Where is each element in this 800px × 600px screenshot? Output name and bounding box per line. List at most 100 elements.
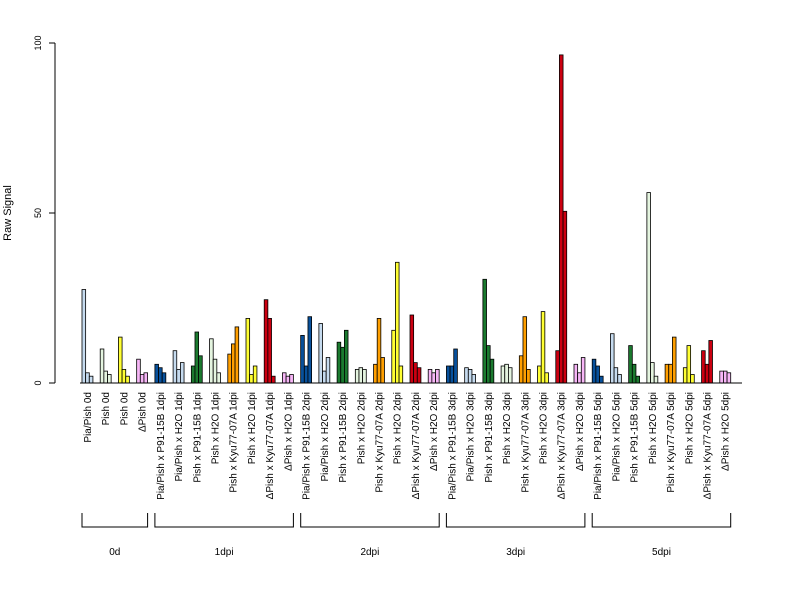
bar	[708, 340, 713, 384]
x-tick-label: Pish x P91-15B 2dpi	[338, 392, 349, 483]
x-tick-label: ΔPish x H2O 3dpi	[575, 392, 586, 471]
bar	[537, 365, 542, 384]
x-tick-label: Pish x H2O 2dpi	[393, 392, 404, 464]
bar	[271, 375, 276, 384]
bar	[507, 367, 513, 384]
x-tick-label: ΔPish x H2O 2dpi	[429, 392, 440, 471]
bar	[595, 365, 600, 384]
x-tick-label: Pish x Kyu77-07A 3dpi	[520, 392, 531, 493]
bar	[267, 317, 272, 384]
x-tick-label: Pish x H2O 3dpi	[539, 392, 550, 464]
bar	[580, 357, 586, 384]
bar	[136, 358, 141, 384]
bar	[653, 375, 659, 384]
bar	[540, 311, 546, 384]
bars	[81, 54, 732, 384]
x-tick-label: Pish x P91-15B 5dpi	[630, 392, 641, 483]
group-bracket	[300, 513, 440, 528]
bar	[118, 336, 123, 384]
bar	[99, 348, 105, 384]
group-label: 1dpi	[215, 547, 234, 558]
bar	[373, 363, 378, 384]
bar	[398, 365, 404, 384]
bar	[263, 299, 269, 384]
bar	[179, 362, 185, 384]
bar	[726, 372, 732, 384]
x-tick-label: ΔPish x Kyu77-07A 1dpi	[265, 392, 276, 499]
bar	[599, 375, 604, 384]
bar	[107, 374, 112, 384]
group-brackets: 0d 1dpi 2dpi 3dpi 5dpi	[81, 513, 732, 558]
x-tick-label: ΔPish 0d	[138, 392, 149, 432]
bar	[555, 350, 560, 384]
bar	[471, 374, 476, 384]
x-tick-label: ΔPish x H2O 1dpi	[283, 392, 294, 471]
bar	[158, 367, 163, 384]
bar	[617, 374, 622, 384]
x-tick-label: Pish x H2O 5dpi	[648, 392, 659, 464]
bar	[249, 374, 254, 384]
bar	[704, 363, 710, 384]
bar	[282, 372, 287, 384]
bar	[194, 331, 200, 384]
bar	[610, 333, 615, 384]
bar	[395, 261, 400, 384]
bar	[682, 367, 688, 384]
bar	[161, 372, 167, 384]
y-axis-label: Raw Signal	[2, 185, 14, 241]
bar	[409, 314, 415, 384]
x-tick-label: Pish x Kyu77-07A 5dpi	[666, 392, 677, 493]
bar	[486, 345, 491, 384]
x-tick-label: ΔPish x H2O 5dpi	[721, 392, 732, 471]
bar	[231, 343, 236, 384]
x-tick-label: Pia/Pish x H2O 1dpi	[174, 392, 185, 482]
bar	[668, 363, 673, 384]
bar	[125, 375, 130, 384]
bar	[198, 355, 203, 384]
bar	[154, 363, 159, 384]
x-tick-labels: Pia/Pish 0d Pish 0d Pish 0d ΔPish 0d Pia/Pis…	[83, 392, 732, 500]
bar	[325, 357, 331, 384]
bar	[176, 368, 181, 384]
bar	[85, 372, 90, 384]
bar	[723, 370, 728, 384]
bar	[209, 338, 214, 384]
bar	[190, 365, 196, 384]
group-bracket	[154, 513, 294, 528]
bar	[376, 317, 382, 384]
x-tick-label: Pia/Pish x H2O 3dpi	[466, 392, 477, 482]
bar	[285, 375, 291, 384]
x-tick-label: ΔPish x Kyu77-07A 2dpi	[411, 392, 422, 499]
bar	[427, 368, 433, 384]
group-label: 0d	[109, 547, 120, 558]
bar	[435, 368, 440, 384]
bar	[686, 345, 692, 384]
x-tick-label: Pia/Pish x H2O 5dpi	[611, 392, 622, 482]
x-tick-label: ΔPish x Kyu77-07A 5dpi	[703, 392, 714, 499]
bar	[380, 357, 385, 384]
bar	[172, 350, 178, 384]
group-label: 3dpi	[506, 547, 525, 558]
bar	[307, 316, 312, 384]
bar	[690, 374, 695, 384]
x-tick-label: Pish x Kyu77-07A 1dpi	[229, 392, 240, 493]
bar	[646, 192, 651, 384]
bar	[354, 368, 360, 384]
x-tick-label: Pia/Pish x P91-15B 1dpi	[156, 392, 167, 500]
bar	[464, 367, 469, 384]
x-tick-label: Pish x H2O 5dpi	[684, 392, 695, 464]
y-axis: 0 50 100	[33, 35, 56, 386]
bar	[664, 363, 670, 384]
bar	[103, 370, 108, 384]
x-tick-label: Pish x H2O 1dpi	[247, 392, 258, 464]
bar	[212, 358, 218, 384]
bar	[559, 54, 564, 384]
y-tick-label: 100	[33, 35, 43, 50]
bar	[719, 370, 724, 384]
bar	[358, 367, 364, 384]
bar	[635, 375, 641, 384]
bar	[526, 368, 531, 384]
bar	[139, 374, 145, 384]
bar	[591, 358, 597, 384]
